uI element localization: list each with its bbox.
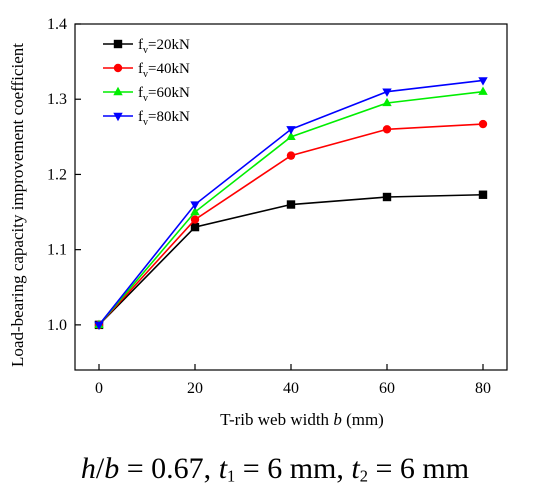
- data-point: [478, 77, 488, 86]
- caption-t1-val: = 6 mm,: [235, 452, 352, 485]
- caption-h: h: [80, 452, 96, 485]
- data-point: [382, 125, 392, 134]
- series-line: [98, 193, 484, 326]
- caption-t2-sub: 2: [359, 466, 368, 486]
- y-tick-label: 1.3: [47, 91, 67, 108]
- x-axis-label: T-rib web width b (mm): [220, 410, 384, 429]
- legend-marker: [113, 39, 123, 49]
- data-point: [478, 86, 488, 95]
- x-tick-label: 20: [187, 380, 203, 397]
- legend-item: fv=40kN: [103, 61, 190, 80]
- caption-t1-sub: 1: [227, 466, 236, 486]
- legend-label: fv=80kN: [138, 109, 190, 128]
- legend-label: fv=20kN: [138, 37, 190, 56]
- legend-label: fv=60kN: [138, 85, 190, 104]
- y-tick-label: 1.2: [47, 166, 67, 183]
- series-60kn: [94, 86, 488, 329]
- data-point: [286, 200, 296, 209]
- caption-t1-var: t: [218, 452, 228, 485]
- figure-caption: h/b = 0.67, t1 = 6 mm, t2 = 6 mm: [0, 452, 550, 486]
- caption-slash: /: [95, 452, 105, 485]
- axis-ticks: 0 20 40 60 80 1.0 1.1 1.2 1.3 1.4: [47, 16, 491, 397]
- x-tick-label: 80: [475, 380, 491, 397]
- caption-b: b: [104, 452, 120, 485]
- data-point: [94, 321, 104, 331]
- legend-label: fv=40kN: [138, 61, 190, 80]
- legend-marker: [113, 86, 123, 96]
- data-point: [478, 119, 488, 129]
- data-point: [190, 206, 200, 216]
- data-point: [382, 192, 392, 202]
- x-tick-label: 0: [95, 380, 103, 397]
- data-point: [286, 126, 296, 135]
- legend-item: fv=60kN: [103, 85, 190, 104]
- y-tick-label: 1.4: [47, 16, 67, 33]
- legend-item: fv=20kN: [103, 37, 190, 56]
- caption-t2-var: t: [351, 452, 360, 485]
- data-point: [382, 88, 392, 97]
- legend-marker: [113, 112, 123, 122]
- data-point: [190, 201, 200, 210]
- legend: fv=20kN fv=40kN fv=60kN fv=80kN: [103, 37, 190, 128]
- y-axis-label: Load-bearing capacity improvement coeffi…: [8, 43, 27, 367]
- y-tick-label: 1.0: [47, 317, 67, 334]
- data-point: [478, 190, 488, 199]
- data-point: [190, 222, 200, 232]
- data-point: [286, 131, 296, 141]
- caption-ratio: = 0.67,: [119, 452, 219, 485]
- x-tick-label: 60: [379, 380, 395, 397]
- series-80kn: [94, 77, 488, 331]
- series-40kn: [94, 119, 488, 330]
- data-point: [190, 215, 200, 224]
- legend-item: fv=80kN: [103, 109, 190, 128]
- data-point: [286, 151, 296, 160]
- series-layer: [94, 77, 488, 331]
- x-tick-label: 40: [283, 380, 299, 397]
- caption-t2-val: = 6 mm: [367, 452, 470, 485]
- data-point: [382, 97, 392, 107]
- legend-marker: [113, 63, 123, 73]
- y-tick-label: 1.1: [47, 242, 67, 259]
